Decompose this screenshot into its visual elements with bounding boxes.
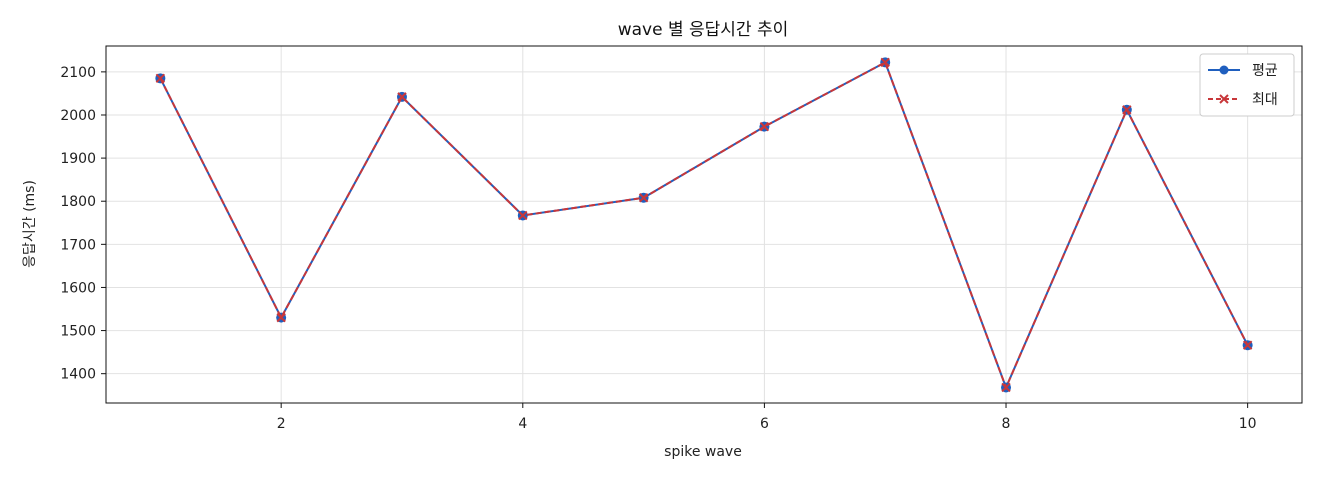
legend: 평균 최대 <box>1199 53 1295 117</box>
plot-frame <box>105 45 1303 404</box>
y-tick-label: 1800 <box>60 194 96 210</box>
y-tick-label: 1600 <box>60 280 96 296</box>
y-tick-label: 2000 <box>60 108 96 124</box>
point-max <box>397 92 407 102</box>
y-tick-label: 1400 <box>60 367 96 383</box>
ticks: 2 4 6 8 10 1400 1500 1600 1700 1800 1900 2000 2100 <box>60 65 1256 432</box>
x-tick-label: 2 <box>277 416 286 432</box>
legend-marker-mean <box>1219 65 1229 75</box>
y-tick-label: 1900 <box>60 151 96 167</box>
legend-marker-max <box>1219 94 1229 104</box>
x-tick-label: 10 <box>1239 416 1257 432</box>
legend-label-mean: 평균 <box>1252 63 1278 79</box>
series-line-mean <box>159 60 1249 391</box>
point-max <box>1122 105 1132 115</box>
point-max <box>1242 340 1253 350</box>
legend-box <box>1199 53 1295 117</box>
point-max <box>518 210 528 221</box>
legend-item-max: 최대 <box>1208 92 1278 108</box>
x-tick-label: 4 <box>518 416 527 432</box>
x-tick-label: 8 <box>1002 416 1011 432</box>
legend-label-max: 최대 <box>1252 92 1278 108</box>
chart-title: wave 별 응답시간 추이 <box>618 20 789 40</box>
point-max <box>880 57 890 68</box>
y-axis-label: 응답시간 (ms) <box>22 180 38 268</box>
point-max <box>276 312 286 323</box>
point-max <box>759 121 770 132</box>
grid <box>106 46 1302 403</box>
x-tick-label: 6 <box>760 416 769 432</box>
legend-item-mean: 평균 <box>1208 63 1278 79</box>
y-tick-label: 1700 <box>60 237 96 253</box>
y-tick-label: 1500 <box>60 324 96 340</box>
point-max <box>1001 382 1011 393</box>
point-max <box>155 73 166 84</box>
series-layer <box>155 57 1253 393</box>
series-line-max <box>159 60 1249 391</box>
point-max <box>638 193 649 203</box>
y-tick-label: 2100 <box>60 65 96 81</box>
x-axis-label: spike wave <box>664 444 742 460</box>
